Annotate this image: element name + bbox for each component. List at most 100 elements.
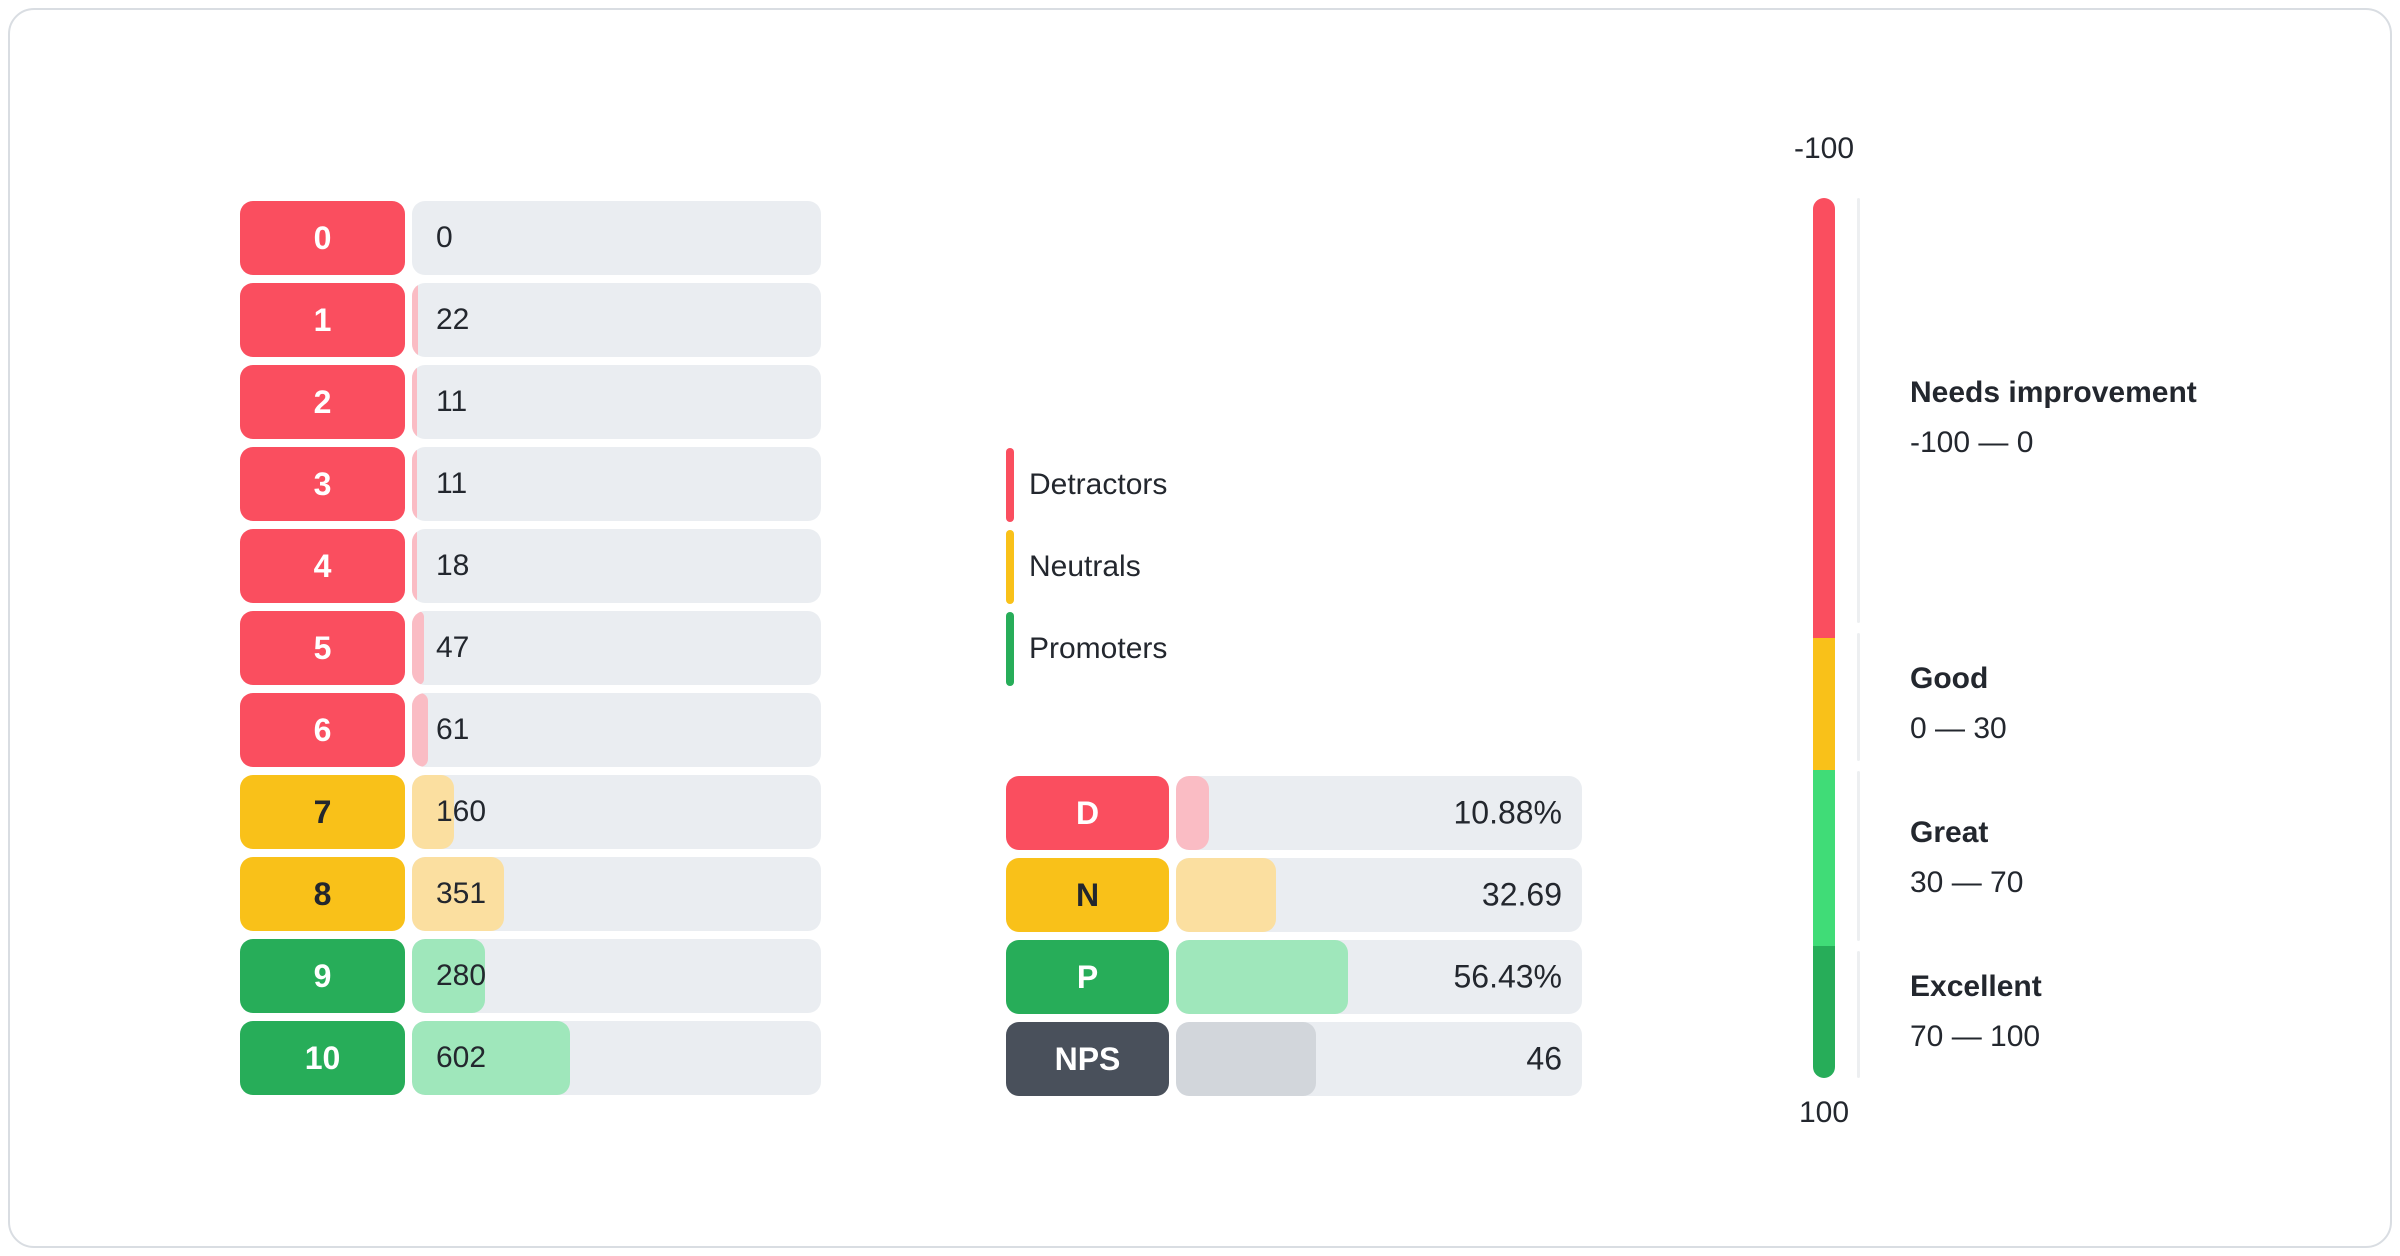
score-bar (412, 1021, 570, 1095)
score-row: 10 602 (240, 1021, 821, 1095)
summary-bar (1176, 776, 1210, 850)
gauge-axis-segment (1857, 770, 1860, 941)
score-badge: 7 (240, 775, 405, 849)
gauge-band-range: -100 — 0 (1910, 426, 2034, 459)
score-track: 18 (412, 529, 821, 603)
summary-track: 56.43% (1176, 940, 1582, 1014)
gauge-segment (1813, 770, 1835, 946)
score-track: 351 (412, 857, 821, 931)
score-badge: 10 (240, 1021, 405, 1095)
score-row: 6 61 (240, 693, 821, 767)
nps-summary-list: D 10.88% N 32.69 P 56.43% NPS 46 (1006, 776, 1582, 1096)
summary-row: D 10.88% (1006, 776, 1582, 850)
score-count: 351 (436, 877, 487, 910)
score-distribution-list: 0 0 1 22 2 11 3 11 4 18 5 47 (240, 201, 821, 1095)
summary-bar (1176, 940, 1348, 1014)
score-track: 22 (412, 283, 821, 357)
legend-label: Promoters (1029, 632, 1168, 665)
legend-item: Promoters (1006, 612, 1167, 686)
legend-item: Neutrals (1006, 530, 1167, 604)
score-count: 11 (436, 467, 468, 500)
summary-row: N 32.69 (1006, 858, 1582, 932)
score-bar (412, 529, 417, 603)
legend-label: Detractors (1029, 468, 1168, 501)
score-track: 47 (412, 611, 821, 685)
gauge-band-label: Good 0 — 30 (1910, 660, 2007, 748)
legend: Detractors Neutrals Promoters (1006, 448, 1167, 686)
score-count: 11 (436, 385, 468, 418)
score-track: 11 (412, 365, 821, 439)
score-badge: 9 (240, 939, 405, 1013)
score-count: 280 (436, 959, 487, 992)
summary-bar (1176, 858, 1276, 932)
nps-report-card: 0 0 1 22 2 11 3 11 4 18 5 47 (8, 8, 2392, 1248)
score-count: 47 (436, 631, 470, 664)
score-bar (412, 611, 425, 685)
summary-value: 46 (1526, 1040, 1562, 1077)
gauge-max-label: -100 (1793, 132, 1855, 165)
gauge-band-name: Great (1910, 816, 1989, 849)
gauge-band-label: Great 30 — 70 (1910, 814, 2023, 902)
score-row: 8 351 (240, 857, 821, 931)
score-bar (412, 857, 504, 931)
score-row: 3 11 (240, 447, 821, 521)
gauge-band-name: Good (1910, 662, 1989, 695)
gauge-min-label: 100 (1798, 1096, 1850, 1129)
score-badge: 8 (240, 857, 405, 931)
score-badge: 2 (240, 365, 405, 439)
gauge-segment (1813, 946, 1835, 1078)
summary-value: 32.69 (1481, 876, 1562, 913)
score-row: 4 18 (240, 529, 821, 603)
legend-label: Neutrals (1029, 550, 1141, 583)
score-row: 2 11 (240, 365, 821, 439)
summary-row: NPS 46 (1006, 1022, 1582, 1096)
score-row: 9 280 (240, 939, 821, 1013)
score-track: 602 (412, 1021, 821, 1095)
gauge-segment (1813, 198, 1835, 638)
summary-track: 46 (1176, 1022, 1582, 1096)
score-badge: 6 (240, 693, 405, 767)
nps-gauge: -100 Needs improvement -100 — 0 Good 0 —… (1794, 132, 2400, 1129)
summary-badge: NPS (1006, 1022, 1169, 1096)
legend-swatch (1006, 612, 1014, 686)
score-badge: 1 (240, 283, 405, 357)
score-badge: 5 (240, 611, 405, 685)
score-bar (412, 939, 486, 1013)
score-track: 11 (412, 447, 821, 521)
score-bar (412, 693, 428, 767)
score-count: 18 (436, 549, 470, 582)
score-track: 0 (412, 201, 821, 275)
summary-track: 32.69 (1176, 858, 1582, 932)
gauge-band-name: Excellent (1910, 970, 2042, 1003)
gauge-axis-segment (1857, 198, 1860, 623)
score-row: 5 47 (240, 611, 821, 685)
summary-row: P 56.43% (1006, 940, 1582, 1014)
score-badge: 4 (240, 529, 405, 603)
summary-track: 10.88% (1176, 776, 1582, 850)
score-bar (412, 447, 417, 521)
score-bar (412, 775, 454, 849)
legend-swatch (1006, 448, 1014, 522)
gauge-band-range: 70 — 100 (1910, 1020, 2041, 1053)
score-row: 7 160 (240, 775, 821, 849)
score-bar (412, 365, 417, 439)
gauge-axis-line (1857, 198, 1860, 1078)
score-track: 160 (412, 775, 821, 849)
score-count: 160 (436, 795, 487, 828)
score-track: 61 (412, 693, 821, 767)
gauge-band-range: 0 — 30 (1910, 712, 2007, 745)
legend-item: Detractors (1006, 448, 1167, 522)
gauge-band-range: 30 — 70 (1910, 866, 2024, 899)
gauge-band-name: Needs improvement (1910, 376, 2197, 409)
gauge-axis-segment (1857, 633, 1860, 761)
summary-value: 56.43% (1453, 958, 1562, 995)
summary-badge: D (1006, 776, 1169, 850)
gauge-axis-segment (1857, 950, 1860, 1078)
gauge-segment (1813, 638, 1835, 770)
legend-swatch (1006, 530, 1014, 604)
score-count: 602 (436, 1041, 487, 1074)
score-count: 22 (436, 303, 470, 336)
score-track: 280 (412, 939, 821, 1013)
gauge-bar (1813, 198, 1835, 1078)
summary-bar (1176, 1022, 1317, 1096)
